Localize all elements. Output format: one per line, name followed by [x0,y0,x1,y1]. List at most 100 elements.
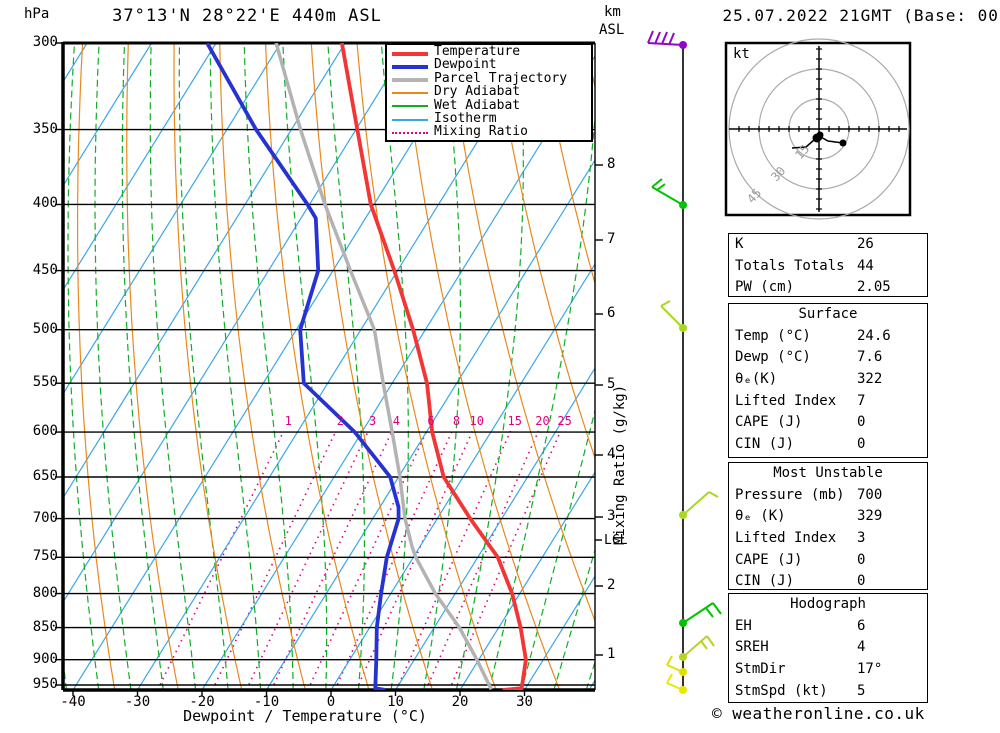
table-row-label: CIN (J) [735,436,795,453]
pressure-tick-label: 350 [32,120,58,137]
table-section-title: Surface [798,306,858,322]
pressure-tick-label: 750 [32,548,58,565]
wind-barb [660,300,687,332]
km-tick-label: 2 [607,577,616,593]
temp-tick-label: 30 [516,694,533,710]
table-row-value: 322 [857,371,883,388]
table-row-value: 329 [857,508,883,525]
mixing-ratio-value-label: 1 [284,414,292,428]
sounding-curves [205,43,528,690]
table-row-label: CIN (J) [735,573,795,590]
temp-tick-label: -20 [189,694,215,710]
table-row-label: θₑ(K) [735,371,778,388]
table-row: θₑ (K) 329 [729,506,927,528]
wind-barb [679,602,722,627]
legend-item: Mixing Ratio [387,125,591,139]
table-row: CIN (J) 0 [729,571,927,593]
legend-item: Parcel Trajectory [387,71,591,85]
hodograph [724,38,912,220]
table-row-value: 0 [857,551,866,568]
table-section-title: Most Unstable [773,465,883,481]
pressure-axis-unit: hPa [24,6,50,22]
temp-tick-label: -10 [253,694,280,710]
station-title: 37°13'N 28°22'E 440m ASL [112,6,382,26]
table-row: Temp (°C) 24.6 [729,326,927,348]
legend-item-label: Wet Adiabat [434,97,521,113]
pressure-tick-label: 950 [32,676,58,692]
x-axis-caption: Dewpoint / Temperature (°C) [183,707,427,725]
table-row-value: 24.6 [857,327,891,344]
km-tick-label: 7 [607,231,616,247]
table-row: CAPE (J) 0 [729,412,927,434]
wind-barb-staff [647,30,722,694]
legend: Temperature Dewpoint Parcel Trajectory Dry … [385,43,593,142]
indices-table-section: Most Unstable Pressure (mb) 700 θₑ (K) 329 Li… [728,462,928,590]
legend-line-sample [392,118,428,121]
wind-barb [666,655,687,676]
table-row-label: StmSpd (kt) [735,682,828,699]
indices-table-section: Hodograph EH 6 SREH 4 StmDir 17° StmSpd (kt) 5 [728,593,928,703]
table-row-label: PW (cm) [735,279,795,296]
temperature-curve [340,43,528,690]
mixing-ratio-value-label: 4 [392,414,400,428]
km-tick-label: 1 [607,646,616,662]
table-row-label: K [735,236,744,252]
hodograph-dot [839,139,847,147]
pressure-tick-label: 600 [32,423,58,440]
table-row: θₑ(K) 322 [729,369,927,391]
mixing-ratio-lines [156,430,562,690]
table-row: Pressure (mb) 700 [729,485,927,507]
dry-adiabat-lines [76,43,595,690]
indices-table-section: K 26 Totals Totals 44 PW (cm) 2.05 [728,233,928,297]
table-row-value: 17° [857,661,883,678]
table-row-label: Pressure (mb) [735,486,845,503]
legend-line-sample [392,132,428,135]
table-row-label: CAPE (J) [735,414,803,431]
mixing-ratio-value-label: 15 [507,414,522,428]
legend-line-sample [392,65,428,70]
dewpoint-curve [205,43,401,690]
mixing-ratio-axis-label: Mixing Ratio (g/kg) [612,384,628,545]
table-section-title: Hodograph [790,596,866,612]
pressure-tick-label: 300 [32,34,58,50]
mixing-ratio-value-label: 20 [535,414,550,428]
wind-barb [666,673,687,694]
table-row-value: 7 [857,392,866,409]
wind-barb [679,635,715,661]
table-row-label: Dewp (°C) [735,349,811,366]
table-row-label: θₑ (K) [735,508,786,525]
table-row-label: StmDir [735,661,786,678]
legend-item-label: Dry Adiabat [434,84,521,100]
table-row: Dewp (°C) 7.6 [729,347,927,369]
legend-item: Isotherm [387,112,591,125]
legend-line-sample [392,51,428,56]
table-row-value: 2.05 [857,279,891,296]
table-row: PW (cm) 2.05 [729,277,927,299]
altitude-axis-unit-km: km [604,4,621,20]
pressure-tick-label: 550 [32,374,58,391]
table-row: SREH 4 [729,637,927,659]
legend-item-label: Temperature [434,44,521,59]
isotherm-lines [63,43,595,690]
table-row-value: 5 [857,682,866,699]
pressure-tick-label: 700 [32,509,58,526]
temp-tick-label: 10 [387,694,404,710]
datetime-title: 25.07.2022 21GMT (Base: 00) [722,6,1000,25]
table-row-value: 44 [857,257,874,274]
indices-table-section: Surface Temp (°C) 24.6 Dewp (°C) 7.6 θₑ(K) 322… [728,303,928,458]
wind-barb [651,178,687,209]
km-tick-label: 5 [607,376,616,392]
pressure-tick-label: 850 [32,618,58,635]
table-row: StmSpd (kt) 5 [729,681,927,703]
table-row-label: Temp (°C) [735,327,811,344]
km-tick-label: 4 [607,446,616,462]
mixing-ratio-value-label: 3 [369,414,377,428]
pressure-tick-label: 400 [32,195,58,212]
temp-tick-label: -40 [60,694,86,710]
pressure-tick-label: 500 [32,320,58,337]
wind-barb [679,491,719,519]
mixing-ratio-value-label: 8 [452,414,461,428]
pressure-tick-label: 450 [32,261,58,278]
km-axis-ticks [595,164,603,656]
table-row-label: Totals Totals [735,257,845,274]
